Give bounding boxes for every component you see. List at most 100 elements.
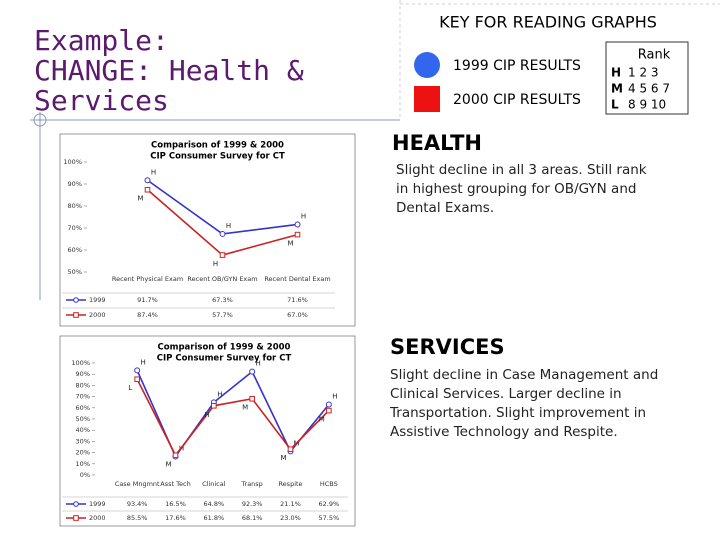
chart-frame [59,133,356,327]
data-point [134,367,141,374]
point-label: M [165,460,171,468]
rank-values: 8 9 10 [628,98,666,112]
x-tick-label: Respite [278,480,302,488]
data-point [144,177,151,184]
rank-values: 1 2 3 [628,66,659,80]
data-point [294,231,301,238]
key-entry: 1999 CIP RESULTS [453,58,581,74]
title-line: Example: [34,24,169,57]
x-tick-label: Recent Physical Exam [112,275,183,283]
title-line: CHANGE: Health & [34,54,304,87]
point-label: M [242,404,248,412]
x-tick-label: Clinical [202,480,226,488]
value-label: 64.8% [204,500,225,508]
legend-label: 2000 [89,311,106,319]
y-tick-label: 70% [68,224,82,232]
data-point [219,230,226,237]
y-tick-label: 100% [71,359,90,367]
x-tick-label: Recent OB/GYN Exam [187,275,257,283]
data-point [249,395,255,402]
data-point [144,186,151,193]
slide-title: Example: CHANGE: Health & Services [34,24,304,117]
legend-label: 1999 [89,500,106,508]
point-label: H [204,411,209,419]
value-label: 62.9% [319,500,340,508]
decor-circle [33,113,47,127]
point-label: M [319,416,325,424]
text-line: Slight decline in Case Management and [390,367,658,383]
y-tick-label: 70% [76,393,90,401]
value-label: 67.3% [212,296,233,304]
chart-title: CIP Consumer Survey for CT [150,152,285,162]
value-label: 71.6% [287,296,308,304]
value-label: 67.0% [287,311,308,319]
value-label: 93.4% [127,500,148,508]
value-label: 23.0% [280,514,301,522]
chart-frame [59,335,356,527]
text-line: Transportation. Slight improvement in [389,405,646,421]
value-label: 57.7% [212,311,233,319]
legend-label: 2000 [89,514,106,522]
data-point [172,452,179,459]
rank-letter: L [611,98,619,112]
y-tick-label: 0% [80,471,90,479]
y-tick-label: 90% [76,370,90,378]
point-label: H [213,260,218,268]
value-label: 92.3% [242,500,263,508]
legend-marker [73,312,79,318]
y-tick-label: 10% [76,460,90,468]
data-point [294,221,301,228]
rank-letter: H [611,66,621,80]
point-label: H [301,212,306,220]
point-label: H [226,222,231,230]
chart-title: Comparison of 1999 & 2000 [158,343,291,353]
point-label: M [280,454,286,462]
data-point [249,368,256,375]
value-label: 16.5% [165,500,186,508]
section-heading: HEALTH [392,131,482,155]
series-line [136,378,330,457]
value-label: 57.5% [319,514,340,522]
point-label: H [151,168,156,176]
chart-title: CIP Consumer Survey for CT [157,354,292,364]
legend-label: 1999 [89,296,106,304]
rank-box [605,41,689,115]
value-label: 17.6% [165,514,186,522]
rank-heading: Rank [638,48,671,63]
point-label: H [141,358,146,366]
text-line: in highest grouping for OB/GYN and [396,181,636,197]
key-entry: 2000 CIP RESULTS [453,92,581,108]
point-label: M [137,195,143,203]
legend-marker [73,515,79,521]
x-tick-label: Case Mngmnt [115,480,160,488]
value-label: 68.1% [242,514,263,522]
data-point [134,376,140,383]
key-symbol-1999 [414,52,440,78]
y-tick-label: 60% [76,404,90,412]
section-text: Slight decline in Case Management and Cl… [389,367,658,440]
point-label: H [217,390,222,398]
data-point [325,401,332,408]
y-tick-label: 50% [68,268,82,276]
point-label: L [128,384,132,392]
y-tick-label: 30% [76,437,90,445]
x-tick-label: Asst Tech [160,480,190,488]
y-tick-label: 20% [76,449,90,457]
y-tick-label: 90% [68,180,82,188]
text-line: Clinical Services. Larger decline in [390,386,622,402]
title-line: Services [34,84,169,117]
x-tick-label: Transp [241,480,263,488]
value-label: 21.1% [280,500,301,508]
text-line: Slight decline in all 3 areas. Still ran… [396,162,647,178]
y-tick-label: 60% [68,246,82,254]
rank-letter: M [611,82,623,96]
point-label: H [256,360,261,368]
y-tick-label: 40% [76,426,90,434]
y-tick-label: 50% [76,415,90,423]
data-point [211,402,217,409]
text-line: Assistive Technology and Respite. [390,424,618,440]
